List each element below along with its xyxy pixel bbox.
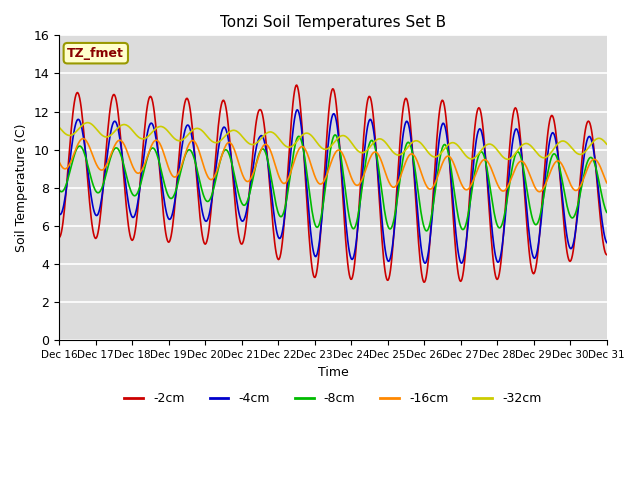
-8cm — [65, 172, 73, 178]
-8cm — [331, 132, 339, 138]
-2cm — [603, 252, 611, 257]
-32cm — [83, 120, 91, 126]
-32cm — [400, 149, 408, 155]
-4cm — [55, 211, 63, 217]
-32cm — [416, 140, 424, 145]
-16cm — [400, 163, 408, 169]
-4cm — [422, 260, 429, 266]
Y-axis label: Soil Temperature (C): Soil Temperature (C) — [15, 124, 28, 252]
-4cm — [122, 179, 129, 184]
X-axis label: Time: Time — [317, 366, 348, 379]
-8cm — [400, 150, 408, 156]
-16cm — [55, 159, 63, 165]
-2cm — [65, 153, 73, 158]
-2cm — [293, 82, 301, 88]
-2cm — [206, 218, 214, 224]
-8cm — [206, 197, 214, 203]
-4cm — [177, 151, 185, 156]
-32cm — [603, 141, 611, 147]
-8cm — [55, 187, 63, 193]
-4cm — [206, 208, 214, 214]
-4cm — [65, 165, 73, 170]
-32cm — [178, 137, 186, 143]
-4cm — [416, 236, 424, 242]
-2cm — [55, 235, 63, 240]
Line: -8cm: -8cm — [59, 135, 607, 231]
-8cm — [416, 204, 424, 210]
-8cm — [603, 209, 611, 215]
-4cm — [603, 240, 611, 245]
-16cm — [65, 162, 73, 168]
-2cm — [400, 100, 408, 106]
Line: -16cm: -16cm — [59, 139, 607, 192]
-2cm — [416, 258, 424, 264]
-8cm — [422, 228, 430, 234]
Line: -32cm: -32cm — [59, 123, 607, 159]
-16cm — [122, 146, 130, 152]
-2cm — [420, 279, 428, 285]
-32cm — [65, 132, 73, 138]
-16cm — [603, 180, 611, 186]
-2cm — [177, 130, 185, 135]
-8cm — [122, 168, 129, 174]
Line: -2cm: -2cm — [59, 85, 607, 282]
Text: TZ_fmet: TZ_fmet — [67, 47, 124, 60]
-32cm — [122, 122, 130, 128]
-2cm — [122, 193, 129, 199]
-32cm — [504, 156, 511, 162]
Title: Tonzi Soil Temperatures Set B: Tonzi Soil Temperatures Set B — [220, 15, 446, 30]
-16cm — [79, 136, 86, 142]
Line: -4cm: -4cm — [59, 110, 607, 263]
-8cm — [177, 168, 185, 173]
-4cm — [400, 125, 408, 131]
-16cm — [536, 189, 543, 194]
-16cm — [207, 177, 214, 182]
-4cm — [294, 107, 301, 113]
-16cm — [178, 162, 186, 168]
-32cm — [207, 137, 214, 143]
-32cm — [55, 124, 63, 130]
-16cm — [416, 167, 424, 172]
Legend: -2cm, -4cm, -8cm, -16cm, -32cm: -2cm, -4cm, -8cm, -16cm, -32cm — [119, 387, 547, 410]
